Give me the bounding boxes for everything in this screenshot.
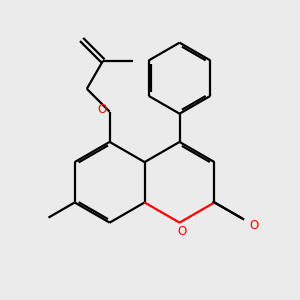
- Text: O: O: [98, 103, 107, 116]
- Text: O: O: [177, 225, 186, 238]
- Text: O: O: [249, 219, 259, 232]
